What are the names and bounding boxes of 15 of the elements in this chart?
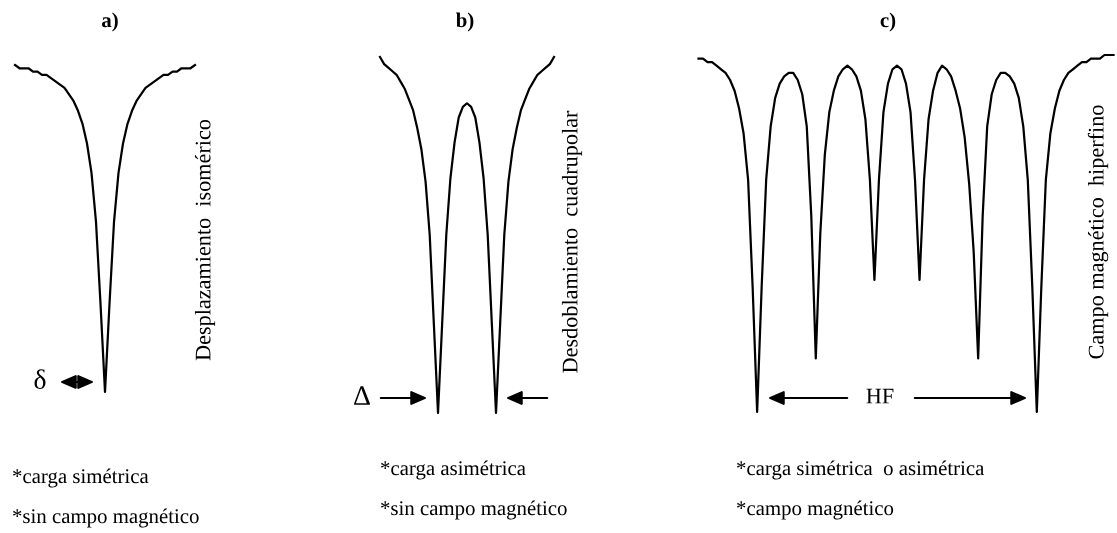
text: Desdoblamiento cuadrupolar (561, 110, 583, 373)
text: *campo magnético (737, 500, 894, 520)
chart-title: a) (101, 12, 118, 32)
text: Δ (354, 386, 370, 405)
text: *carga simétrica (13, 468, 149, 488)
chart-title: c) (880, 12, 896, 32)
annotation: Campo magnético hiperfino (1087, 105, 1109, 359)
text: *sin campo magnético (381, 500, 567, 520)
chart-title: b) (456, 12, 474, 32)
text: *carga asimétrica (381, 460, 526, 480)
annotation: Desplazamiento isomérico (194, 119, 216, 361)
annotation: δ (34, 369, 46, 389)
text: *carga simétrica o asimétrica (737, 460, 985, 480)
annotation: HF (866, 388, 894, 404)
text: *sin campo magnético (13, 508, 199, 528)
